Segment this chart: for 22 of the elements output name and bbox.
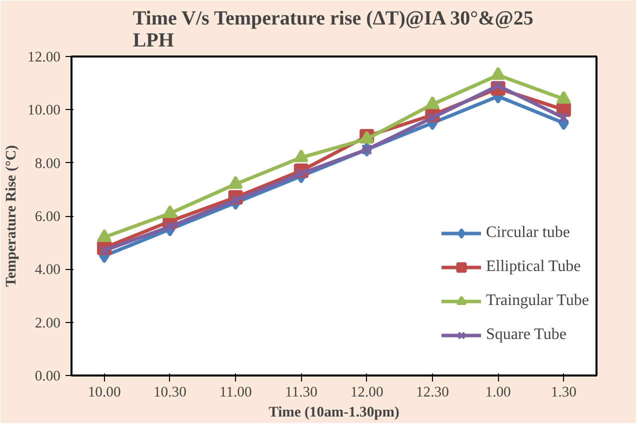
y-tick-label: 6.00 xyxy=(34,209,61,225)
y-tick-label: 12.00 xyxy=(28,50,61,66)
y-tick-label: 0.00 xyxy=(34,368,61,384)
x-tick-label: 11.30 xyxy=(284,384,318,400)
legend-label: Traingular Tube xyxy=(486,292,589,310)
x-tick-label: 12.30 xyxy=(416,384,449,400)
y-tick-label: 10.00 xyxy=(28,102,61,119)
x-tick-label: 1.30 xyxy=(550,384,577,400)
y-axis-title: Temperature Rise (°C) xyxy=(4,144,20,287)
x-axis-title: Time (10am-1.30pm) xyxy=(268,404,400,420)
x-tick-label: 11.00 xyxy=(219,384,252,400)
x-tick-label: 10.30 xyxy=(153,384,186,400)
x-tick-label: 12.00 xyxy=(350,384,384,400)
chart-title: Time V/s Temperature rise (ΔT)@IA 30°&@25 LPH xyxy=(132,8,534,52)
x-tick-label: 10.00 xyxy=(88,384,121,400)
legend-label: Elliptical Tube xyxy=(486,258,581,276)
y-tick-label: 8.00 xyxy=(34,156,61,172)
x-tick-label: 1.00 xyxy=(485,384,511,400)
y-tick-label: 4.00 xyxy=(34,262,61,278)
y-tick-label: 2.00 xyxy=(34,315,61,332)
legend-label: Square Tube xyxy=(486,326,566,344)
legend-label: Circular tube xyxy=(486,224,570,242)
